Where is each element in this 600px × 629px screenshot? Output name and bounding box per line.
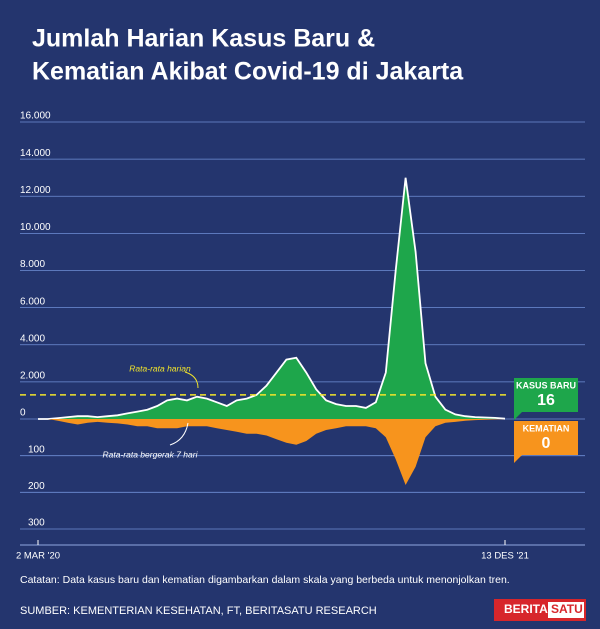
y-tick-label: 0 bbox=[20, 408, 26, 419]
annotation: Rata-rata bergerak 7 hari bbox=[103, 449, 199, 459]
badge-value: 16 bbox=[537, 392, 555, 409]
y-tick-label: 4.000 bbox=[20, 333, 45, 344]
annotation: Rata-rata harian bbox=[129, 363, 191, 373]
badge bbox=[514, 378, 578, 420]
x-tick-label: 13 DES '21 bbox=[481, 551, 529, 562]
logo-box bbox=[548, 602, 584, 618]
badge-value: 0 bbox=[542, 435, 551, 452]
y-tick-label: 10.000 bbox=[20, 222, 51, 233]
annotation-arrow bbox=[184, 371, 199, 389]
y2-tick-label: 300 bbox=[28, 518, 45, 529]
y-tick-label: 12.000 bbox=[20, 185, 51, 196]
y-tick-label: 6.000 bbox=[20, 296, 45, 307]
y-tick-label: 16.000 bbox=[20, 111, 51, 122]
chart-title: Jumlah Harian Kasus Baru & bbox=[32, 25, 375, 53]
badge bbox=[514, 421, 578, 463]
line bbox=[38, 177, 506, 420]
note: Catatan: Data kasus baru dan kematian di… bbox=[20, 574, 510, 586]
source: SUMBER: KEMENTERIAN KESEHATAN, FT, BERIT… bbox=[20, 605, 377, 617]
annotation-arrow bbox=[169, 422, 189, 446]
x-tick-label: 2 MAR '20 bbox=[16, 551, 60, 562]
area bbox=[38, 419, 505, 485]
area bbox=[38, 177, 505, 419]
logo-text: SATU bbox=[551, 602, 583, 616]
badge-label: KASUS BARU bbox=[516, 380, 576, 390]
y-tick-label: 2.000 bbox=[20, 371, 45, 382]
y-tick-label: 8.000 bbox=[20, 259, 45, 270]
y-tick-label: 14.000 bbox=[20, 148, 51, 159]
chart-title: Kematian Akibat Covid-19 di Jakarta bbox=[32, 58, 464, 86]
y2-tick-label: 200 bbox=[28, 481, 45, 492]
badge-label: KEMATIAN bbox=[523, 423, 570, 433]
y2-tick-label: 100 bbox=[28, 444, 45, 455]
logo-text: BERITA bbox=[504, 602, 548, 616]
